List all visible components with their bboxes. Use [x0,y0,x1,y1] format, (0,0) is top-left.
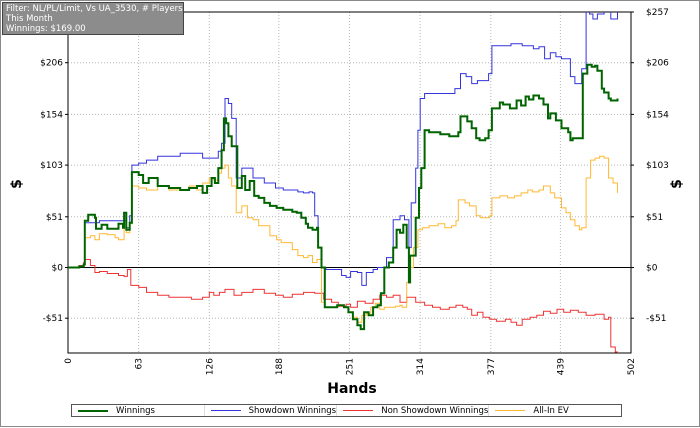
legend-item-all-in-ev: All-In EV [489,405,621,416]
y-tick-label-right: -$51 [646,314,666,324]
y-axis-title-right: $ [669,179,685,189]
series-line-winnings [68,63,619,331]
y-tick-label-right: $206 [646,59,669,69]
x-axis-title: Hands [327,381,377,397]
y-tick-label-right: $257 [646,8,669,18]
legend-swatch [495,410,526,411]
x-tick-label: 377 [487,358,497,375]
x-tick-label: 439 [556,358,566,375]
series-line-showdown-winnings [68,12,618,286]
filter-info-box: Filter: NL/PL/Limit, Vs UA_3530, # Playe… [2,2,184,35]
y-tick-label-left: $0 [52,264,64,274]
x-tick-label: 188 [275,358,285,375]
y-tick-label-right: $0 [646,264,658,274]
filter-text: Filter: NL/PL/Limit, Vs UA_3530, # Playe… [6,4,183,14]
series-line-non-showdown-winnings [68,259,618,353]
legend-swatch [343,410,374,411]
y-tick-label-left: $154 [40,110,63,120]
chart-legend: Winnings Showdown Winnings Non Showdown … [71,404,622,417]
x-tick-label: 314 [416,358,426,375]
y-tick-label-right: $103 [646,161,669,171]
x-tick-label: 126 [205,358,215,375]
y-tick-label-right: $51 [646,213,663,223]
x-tick-label: 502 [627,358,637,375]
x-tick-label: 63 [135,358,145,369]
legend-label: Winnings [116,405,155,416]
legend-item-winnings: Winnings [72,405,205,416]
legend-label: Non Showdown Winnings [381,405,489,416]
tick-labels: 063126188251314377439502$257$257$206$206… [40,8,669,375]
y-tick-label-left: $103 [40,161,63,171]
y-tick-label-left: -$51 [43,314,63,324]
x-tick-label: 251 [346,358,356,375]
legend-label: All-In EV [533,405,569,416]
y-tick-label-left: $206 [40,59,63,69]
plot-area-border [67,11,632,354]
legend-label: Showdown Winnings [248,405,337,416]
legend-item-showdown-winnings: Showdown Winnings [205,405,338,416]
period-text: This Month [6,14,53,24]
winnings-text: Winnings: $169.00 [6,24,86,34]
series-lines [68,12,619,353]
legend-swatch [210,410,241,411]
y-axis-title-left: $ [9,179,25,189]
legend-swatch [78,409,108,412]
legend-item-non-showdown-winnings: Non Showdown Winnings [337,405,490,416]
axes [65,11,634,354]
y-tick-label-left: $51 [46,213,63,223]
x-tick-label: 0 [64,358,74,364]
grid [67,11,632,353]
series-line-all-in-ev [68,155,618,323]
y-tick-label-right: $154 [646,110,669,120]
